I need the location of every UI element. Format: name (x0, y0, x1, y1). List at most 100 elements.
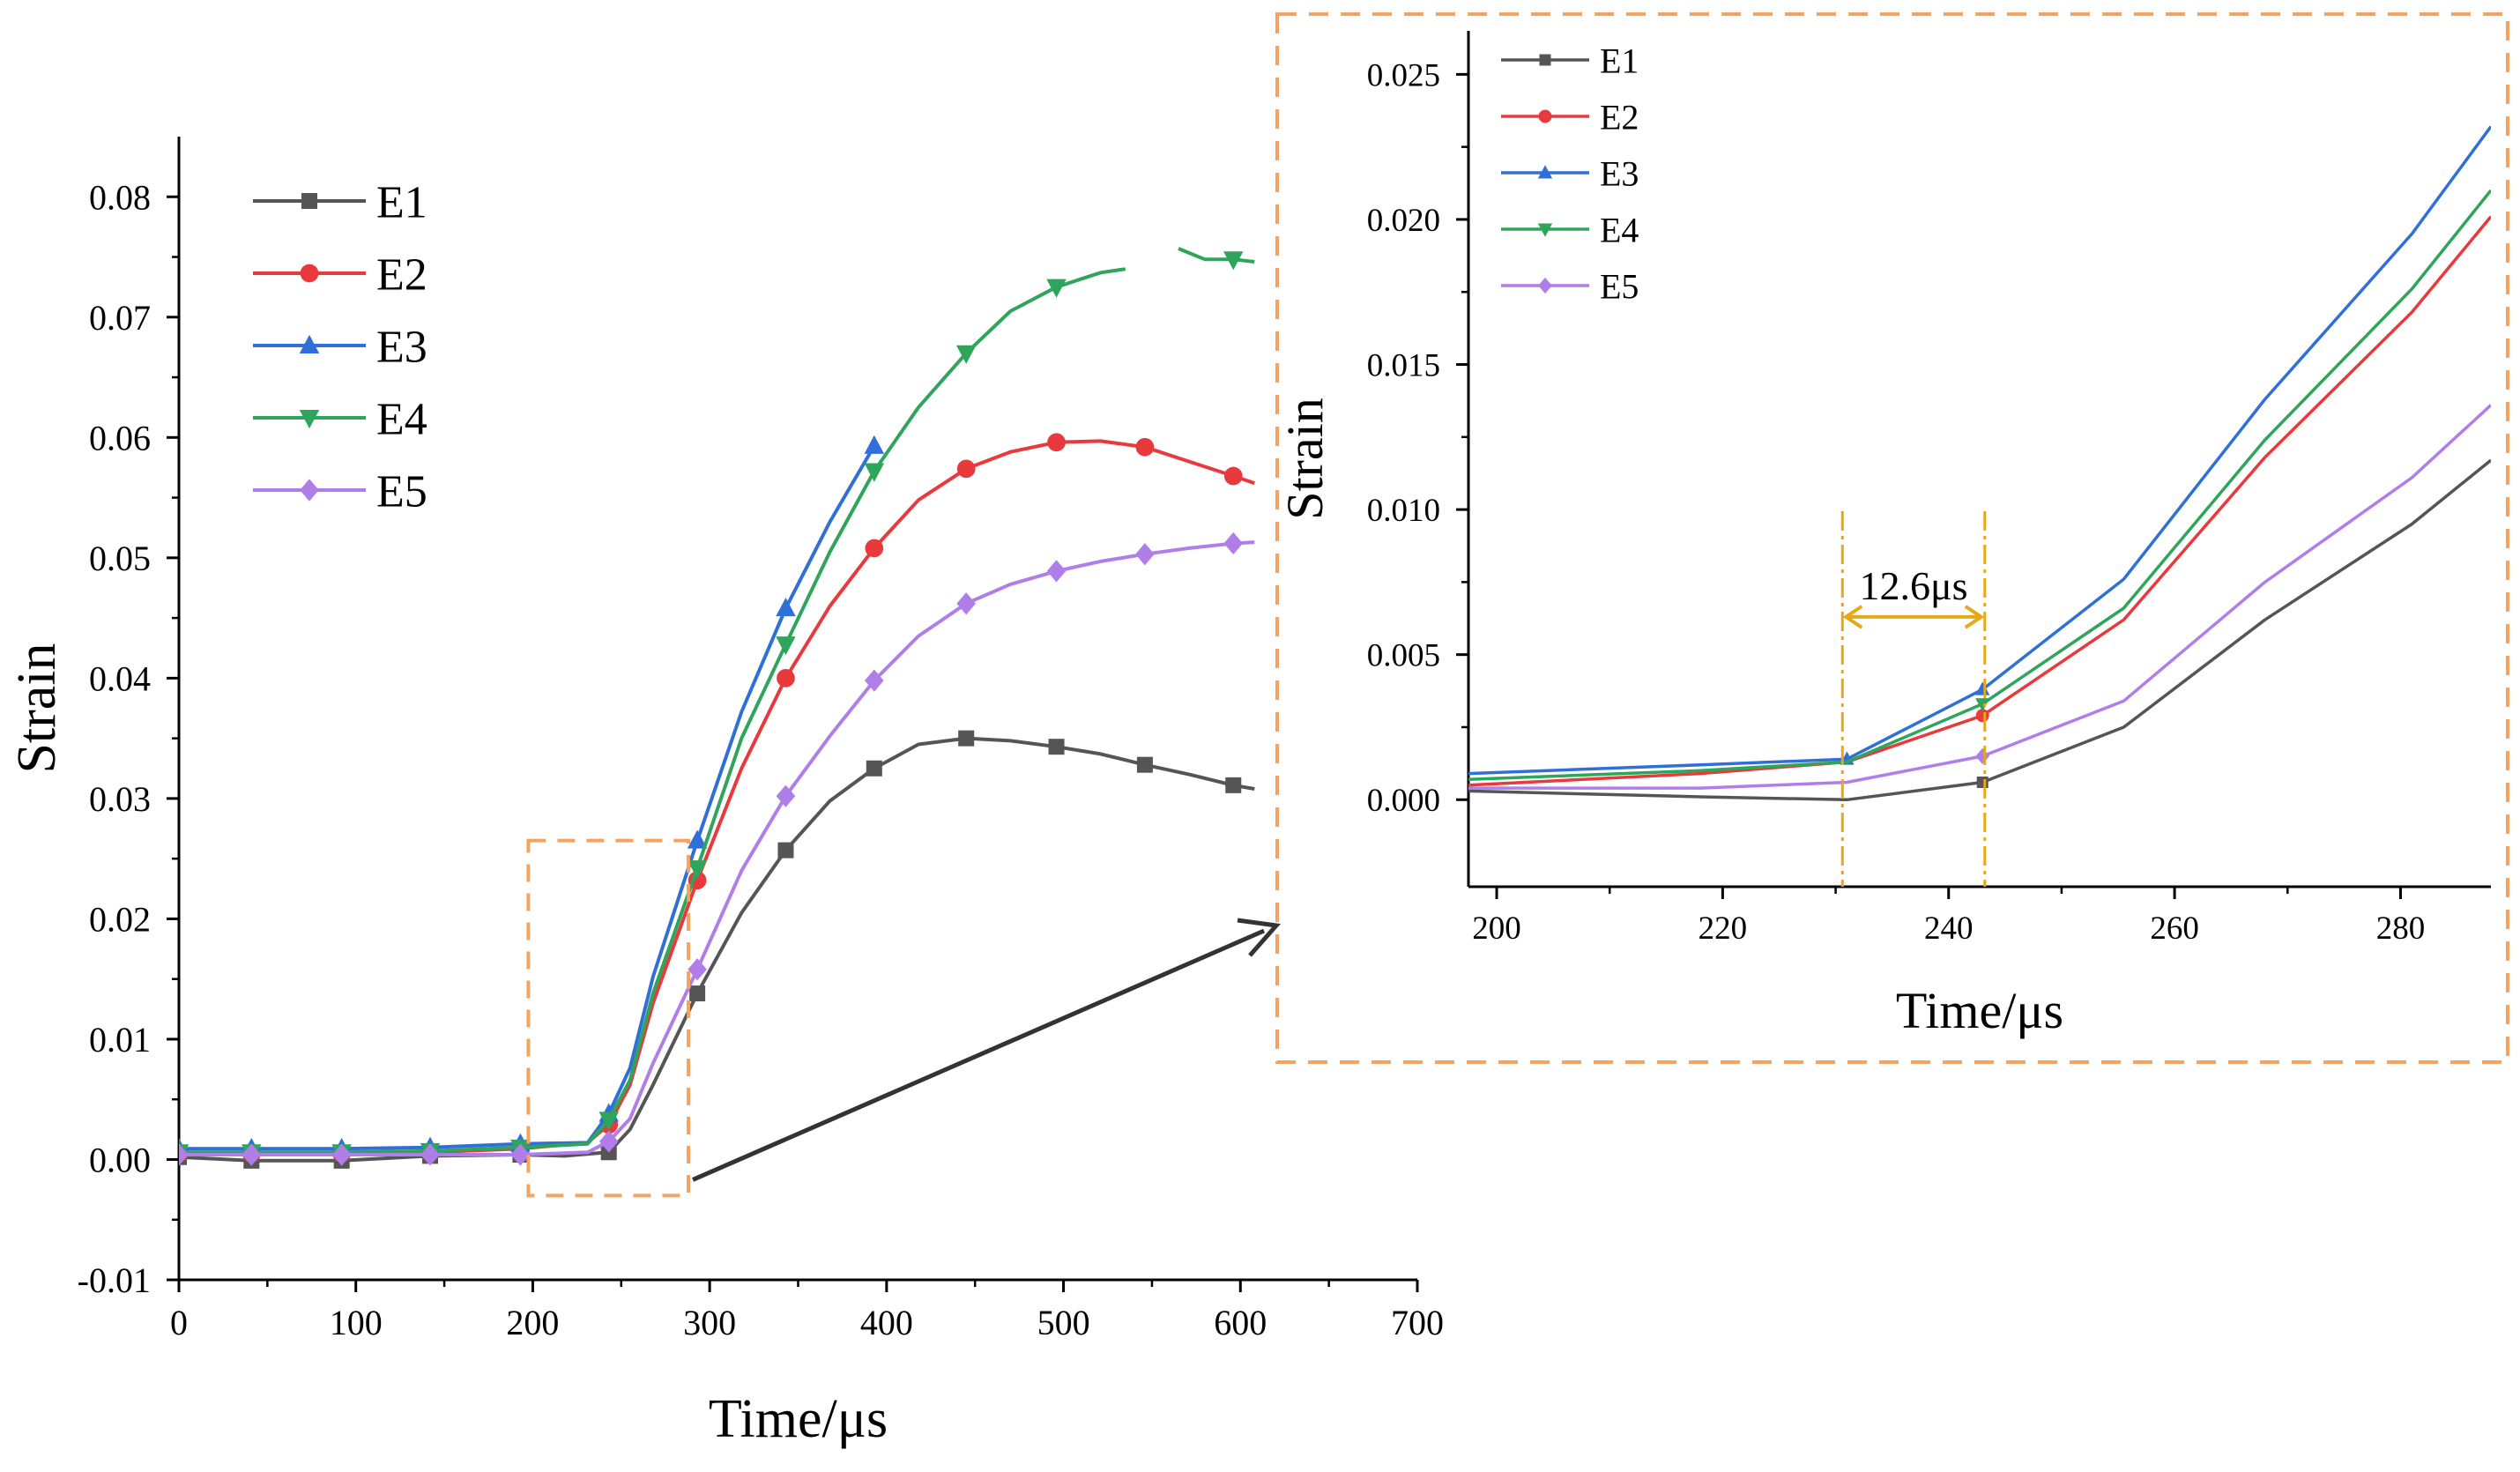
y-tick-label: 0.025 (1367, 57, 1440, 93)
data-point-E5-shape (776, 784, 796, 807)
data-point-E5-shape (956, 592, 976, 615)
data-point-E4-shape (955, 345, 977, 364)
x-tick-label: 100 (330, 1303, 383, 1342)
data-point-E4-shape (598, 1111, 619, 1131)
data-point-E4-shape (1975, 698, 1990, 712)
plot-area (179, 247, 1255, 1169)
data-point-E5 (420, 1143, 440, 1166)
data-point-E4 (864, 463, 885, 482)
data-point-E2-shape (1223, 466, 1243, 486)
x-tick-label: 240 (1924, 911, 1974, 947)
data-point-E5 (242, 1143, 262, 1166)
data-point-E4-shape (687, 860, 708, 880)
data-point-E5-shape (242, 1143, 262, 1166)
data-point-E1-shape (1976, 777, 1988, 789)
y-tick-label: 0.02 (89, 899, 151, 939)
data-point-E5-shape (1046, 560, 1067, 583)
legend-label: E4 (1600, 210, 1639, 249)
x-axis-label: Time/μs (709, 1389, 888, 1449)
x-tick-label: 400 (860, 1303, 913, 1342)
data-point-E4 (598, 1111, 619, 1131)
data-point-E5-shape (1975, 747, 1990, 764)
legend-item-E1: E1 (1501, 41, 1639, 80)
data-point-E4 (687, 860, 708, 880)
y-tick-label: -0.01 (78, 1260, 151, 1300)
x-tick-label: 600 (1214, 1303, 1267, 1342)
data-point-E3-shape (687, 829, 708, 849)
data-point-E1-shape (689, 985, 706, 1002)
legend-item-E5: E5 (253, 467, 427, 517)
data-point-E1 (1136, 756, 1153, 773)
data-point-E1 (958, 730, 975, 747)
x-tick-label: 220 (1699, 911, 1748, 947)
series-line-E4 (179, 247, 1255, 1155)
legend-marker-E4-shape (1537, 223, 1553, 237)
x-tick-label: 200 (1472, 911, 1521, 947)
data-point-E2-shape (956, 459, 976, 479)
data-point-E4 (1975, 698, 1990, 712)
data-point-E5 (331, 1143, 352, 1166)
y-tick-label: 0.000 (1367, 783, 1440, 819)
data-point-E4-shape (1046, 279, 1067, 298)
interval-label: 12.6μs (1859, 563, 1967, 608)
legend-label: E1 (1600, 41, 1639, 80)
legend-item-E2: E2 (253, 250, 427, 301)
data-point-E2 (1047, 433, 1066, 452)
data-point-E1-shape (777, 842, 794, 859)
y-tick-label: 0.015 (1367, 347, 1440, 383)
legend-marker-E1-shape (301, 193, 317, 209)
data-point-E1 (1225, 777, 1242, 793)
legend-item-E3: E3 (1501, 153, 1639, 193)
y-tick-label: 0.01 (89, 1020, 151, 1059)
x-tick-label: 300 (683, 1303, 736, 1342)
data-point-E2 (1135, 437, 1155, 457)
x-tick-label: 200 (506, 1303, 559, 1342)
data-point-E2-shape (1135, 437, 1155, 457)
legend-item-E5: E5 (1501, 266, 1639, 306)
interval-arrow-head-left (1842, 605, 1863, 629)
data-point-E4-shape (776, 636, 796, 656)
data-point-E1 (1048, 739, 1065, 755)
series-line-E2 (1468, 215, 2491, 787)
legend-item-E4: E4 (1501, 210, 1639, 249)
x-tick-label: 700 (1391, 1303, 1444, 1342)
data-point-E4 (1046, 279, 1067, 298)
legend: E1 E2 E3 E4 E5 (1501, 41, 1639, 306)
legend-marker-E5 (300, 479, 319, 502)
legend-label: E1 (376, 178, 427, 228)
data-point-E5 (776, 784, 796, 807)
legend-item-E2: E2 (1501, 97, 1639, 137)
legend-marker-E2-shape (1538, 109, 1552, 123)
plot-area (1468, 125, 2491, 802)
y-tick-label: 0.05 (89, 539, 151, 578)
inset-frame (1275, 12, 2509, 1064)
legend-item-E1: E1 (253, 178, 427, 228)
data-point-E4 (1223, 251, 1244, 271)
series-E4 (1468, 189, 2491, 781)
data-point-E5-shape (331, 1143, 352, 1166)
series-line-E1 (1468, 458, 2491, 802)
data-point-E3-shape (776, 598, 796, 617)
zoom-arrow (692, 928, 1265, 1182)
data-point-E5 (510, 1143, 531, 1166)
data-point-E1-shape (866, 760, 882, 777)
series-line-E3 (1468, 125, 2491, 776)
series-E5 (1468, 404, 2491, 790)
data-point-E5-shape (688, 958, 707, 981)
zoom-box (526, 838, 691, 1198)
series-E4 (179, 247, 1255, 1163)
legend-label: E3 (1600, 153, 1639, 193)
data-point-E1 (689, 985, 706, 1002)
x-tick-label: 0 (170, 1303, 188, 1342)
data-point-E5-shape (1135, 543, 1155, 566)
data-point-E4-shape (864, 463, 885, 482)
legend: E1 E2 E3 E4 E5 (253, 178, 427, 517)
legend-marker-E1-shape (1539, 54, 1551, 66)
y-tick-label: 0.03 (89, 779, 151, 819)
legend-marker-E2 (1538, 109, 1552, 123)
legend-item-E4: E4 (253, 395, 427, 445)
zoom-arrow-head (1237, 918, 1281, 957)
data-point-E5-shape (1223, 532, 1244, 555)
legend-label: E2 (376, 250, 427, 301)
